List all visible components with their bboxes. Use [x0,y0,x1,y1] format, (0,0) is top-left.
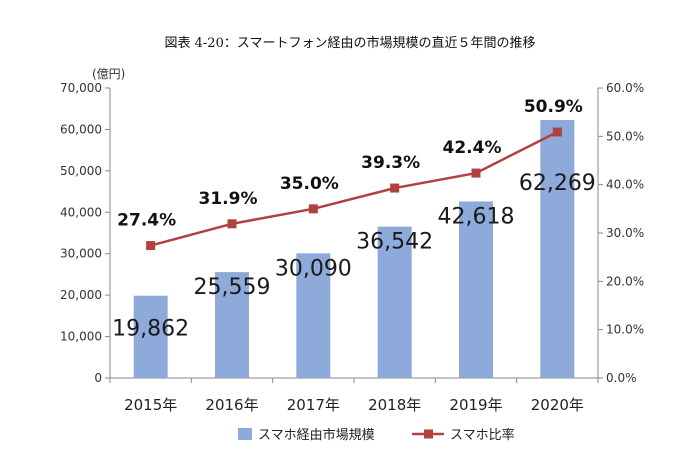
bar-data-label: 36,542 [356,230,433,255]
y-left-tick-label: 30,000 [60,247,102,261]
chart-title: 図表 4-20：スマートフォン経由の市場規模の直近５年間の推移 [164,36,536,51]
bar-data-label: 19,862 [112,317,189,342]
y-right-tick-label: 20.0% [606,274,644,288]
y-right-tick-label: 10.0% [606,323,644,337]
bar-data-label: 62,269 [519,171,596,196]
bar-data-label: 42,618 [438,204,515,229]
line-data-label: 35.0% [280,174,339,194]
line-data-label: 31.9% [199,189,258,209]
line-data-label: 27.4% [117,211,176,231]
y-left-tick-label: 10,000 [60,330,102,344]
bar [215,272,249,378]
y-left-tick-label: 60,000 [60,122,102,136]
y-left-tick-label: 20,000 [60,288,102,302]
x-tick-label: 2018年 [368,396,421,414]
y-left-tick-label: 50,000 [60,164,102,178]
y-left-tick-label: 70,000 [60,81,102,95]
line-data-label: 50.9% [524,97,583,117]
line-data-label: 39.3% [361,153,420,173]
line-point [471,168,481,178]
y-right-tick-label: 30.0% [606,226,644,240]
y-right-tick-label: 50.0% [606,129,644,143]
line-point [146,241,156,251]
y-right-tick-label: 40.0% [606,178,644,192]
line-point [308,204,318,214]
x-tick-label: 2016年 [205,396,258,414]
line-data-label: 42.4% [443,138,502,158]
x-tick-label: 2019年 [449,396,502,414]
line-point [227,219,237,229]
legend-swatch-bar [238,428,252,440]
bar [540,120,575,378]
y-right-tick-label: 0.0% [606,371,637,385]
legend-label-bar: スマホ経由市場規模 [258,427,375,443]
y-left-tick-label: 0 [94,371,102,385]
x-tick-label: 2020年 [531,396,584,414]
legend-marker-line [424,429,433,439]
bar-data-label: 30,090 [275,256,352,281]
bar [377,226,412,378]
y-left-unit-label: (億円) [92,67,125,81]
legend-label-line: スマホ比率 [450,427,515,443]
line-series [150,130,558,247]
line-point [552,127,562,137]
x-tick-label: 2015年 [124,396,177,414]
line-point [390,183,400,193]
y-right-tick-label: 60.0% [606,81,644,95]
bar [133,295,168,378]
bar-data-label: 25,559 [194,275,271,300]
bar [459,201,493,378]
bar [296,253,331,378]
y-left-tick-label: 40,000 [60,205,102,219]
x-tick-label: 2017年 [287,396,340,414]
